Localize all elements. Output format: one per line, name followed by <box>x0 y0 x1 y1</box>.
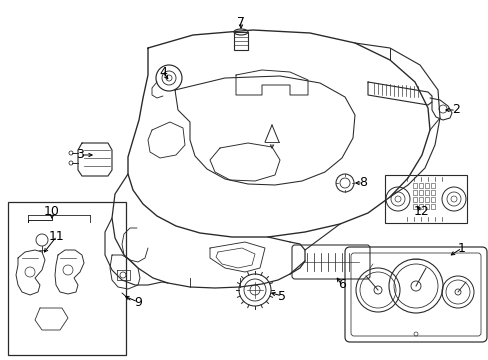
Bar <box>424 190 428 195</box>
Text: 1: 1 <box>457 242 465 255</box>
Bar <box>418 183 422 188</box>
Bar <box>412 197 416 202</box>
Bar <box>430 183 434 188</box>
Text: 8: 8 <box>358 176 366 189</box>
Bar <box>418 197 422 202</box>
Bar <box>234 32 247 50</box>
Bar <box>430 197 434 202</box>
Text: 11: 11 <box>49 230 65 243</box>
Text: 6: 6 <box>337 279 345 292</box>
Bar <box>418 204 422 209</box>
Bar <box>430 190 434 195</box>
Text: 10: 10 <box>44 206 60 219</box>
Text: 4: 4 <box>159 66 166 78</box>
Text: 7: 7 <box>237 15 244 28</box>
Bar <box>412 190 416 195</box>
Bar <box>412 183 416 188</box>
Bar <box>430 204 434 209</box>
Text: 9: 9 <box>134 296 142 309</box>
Text: 5: 5 <box>278 289 285 302</box>
Bar <box>384 175 466 223</box>
Bar <box>412 204 416 209</box>
Bar <box>424 204 428 209</box>
Text: 2: 2 <box>451 104 459 117</box>
Bar <box>424 197 428 202</box>
Bar <box>8 202 126 355</box>
Bar <box>418 190 422 195</box>
Bar <box>424 183 428 188</box>
Text: 3: 3 <box>76 148 84 162</box>
Text: 12: 12 <box>413 206 429 219</box>
